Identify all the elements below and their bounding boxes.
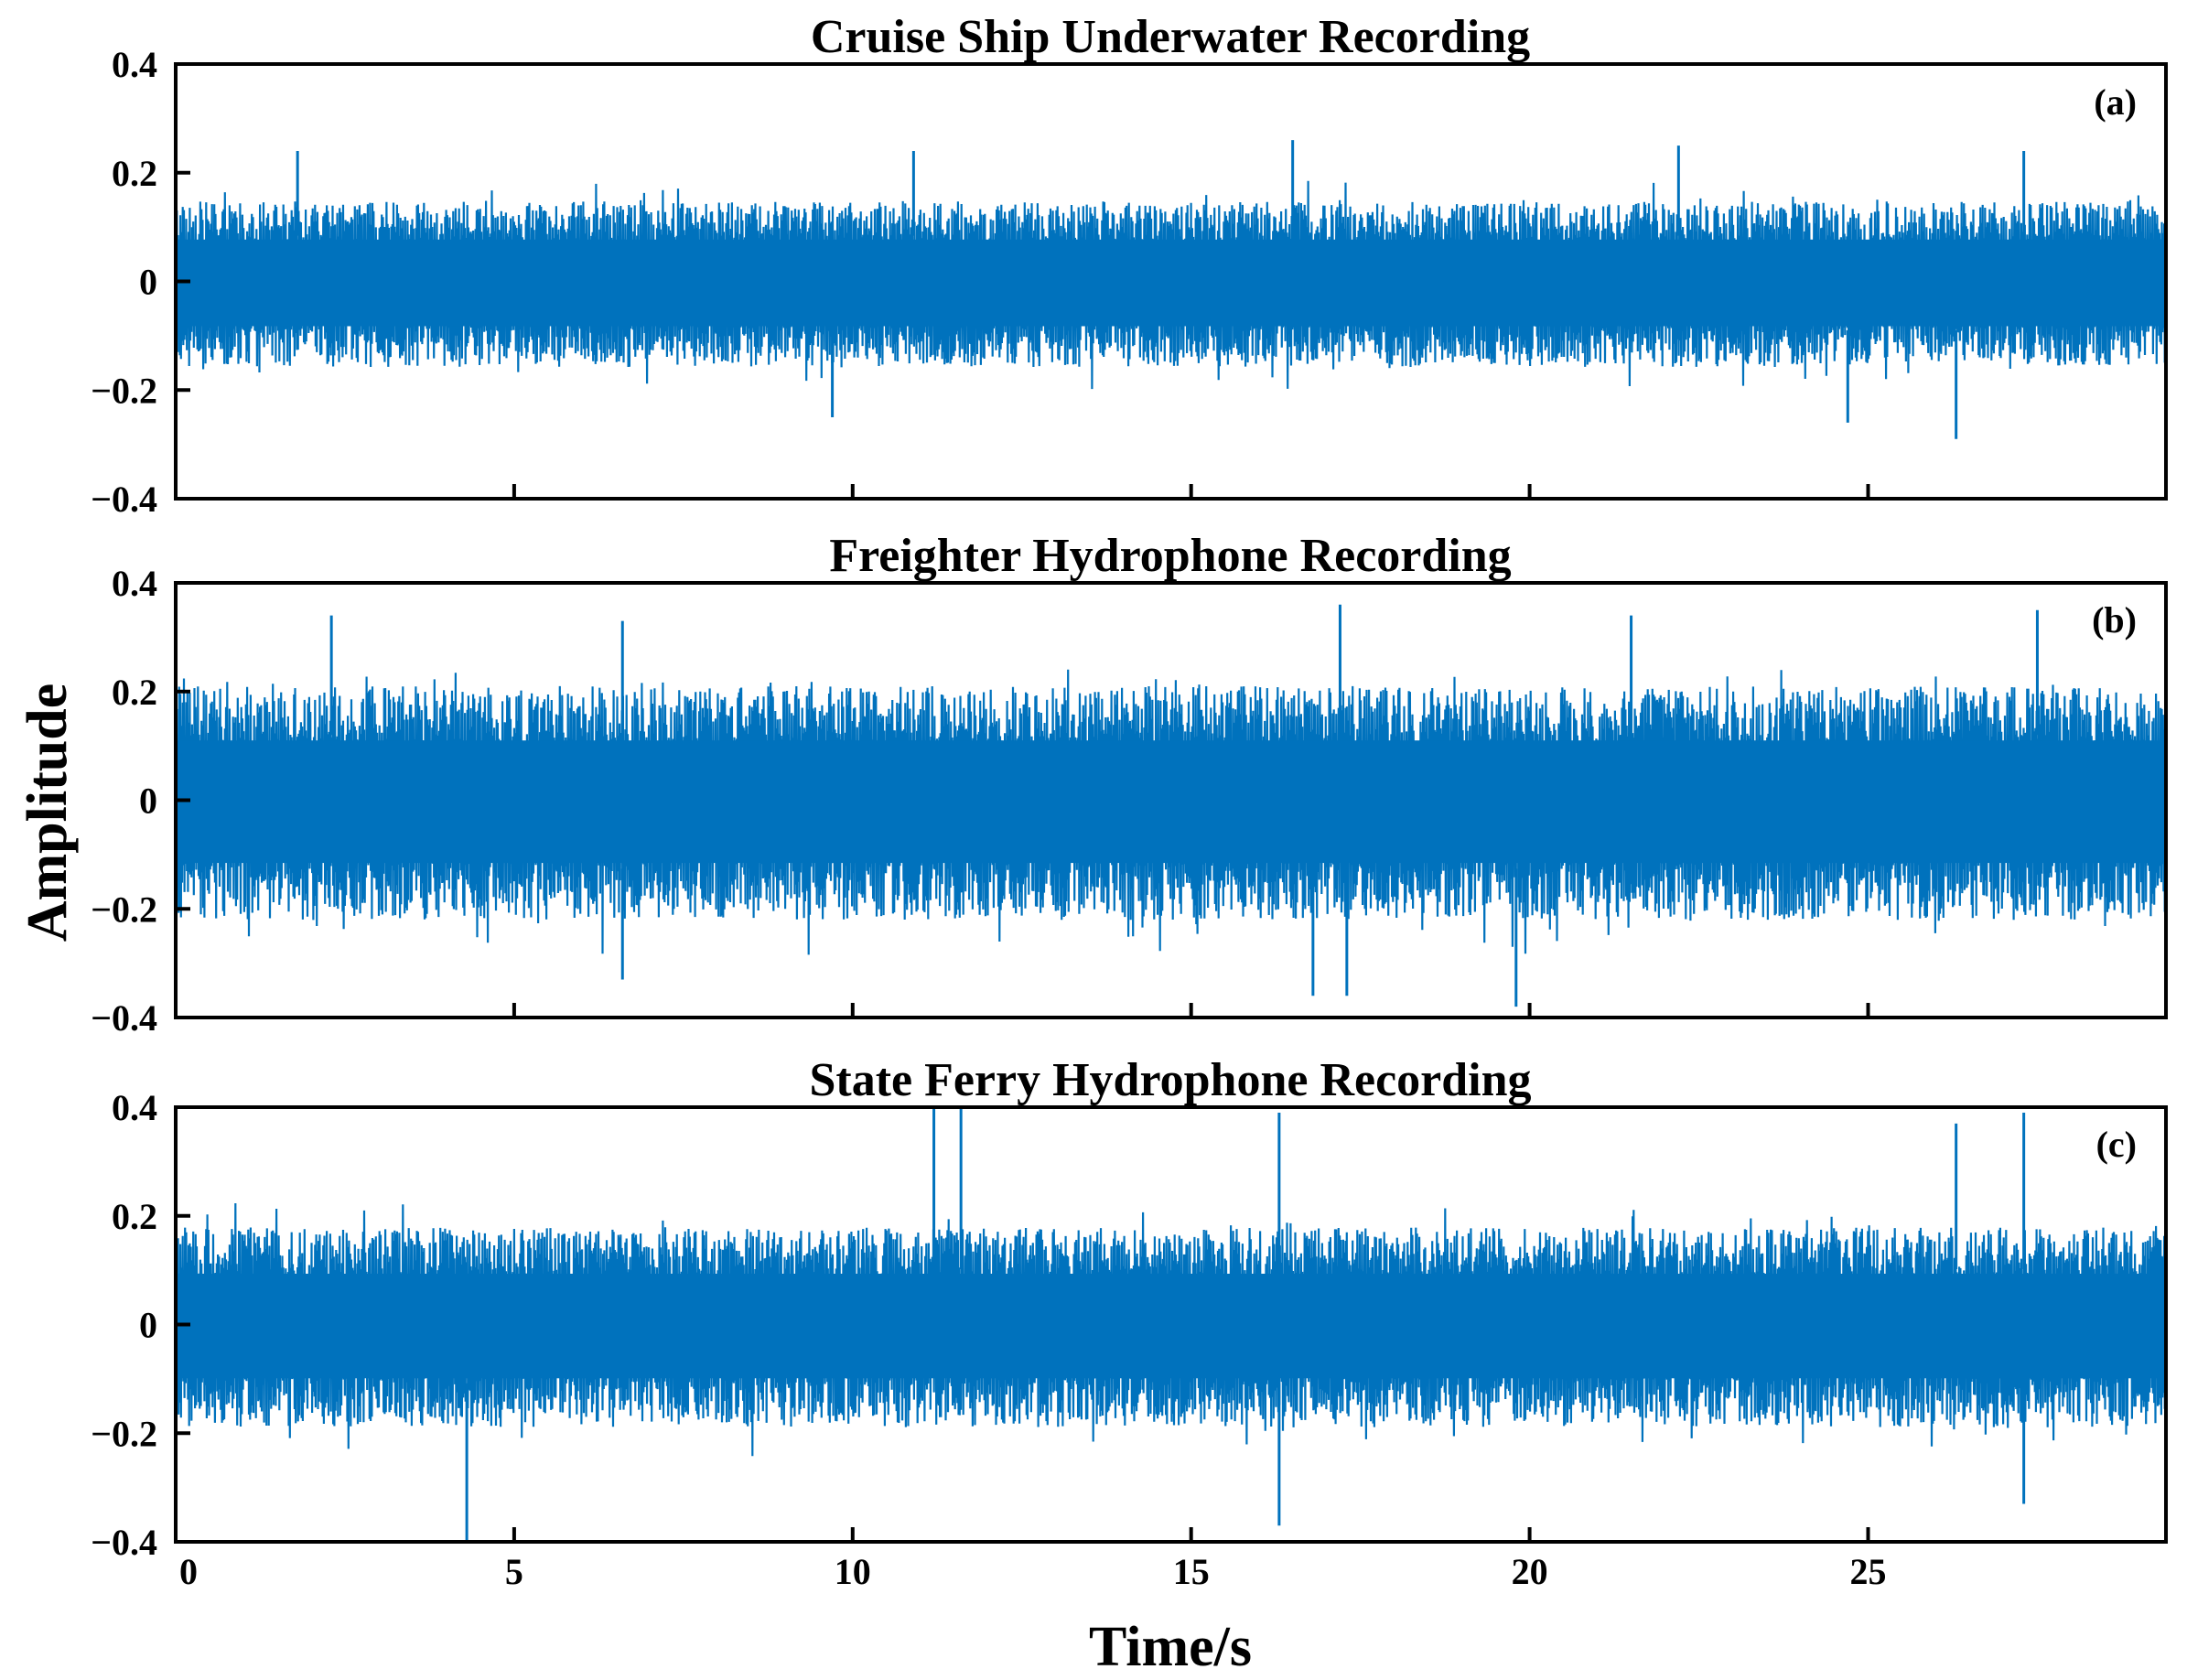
panel-a-ticks <box>174 62 1870 501</box>
panel-a-waveform <box>174 140 2168 439</box>
panel-c-ticks <box>174 1105 1870 1544</box>
panel-c-xtick-label: 20 <box>1512 1551 1548 1592</box>
panel-c-ytick-label: −0.2 <box>91 1413 157 1454</box>
panel-c-xtick-label: 0 <box>179 1551 198 1592</box>
panel-c-ytick-label: −0.4 <box>91 1522 157 1563</box>
panel-c-xtick-labels: 0 5 10 15 20 25 <box>179 1551 1886 1592</box>
panel-a-tag: (a) <box>2094 81 2137 123</box>
panel-a-ytick-label: 0.4 <box>112 44 157 85</box>
panel-c-ytick-labels: −0.4 −0.2 0 0.2 0.4 <box>91 1087 157 1563</box>
panel-a-title: Cruise Ship Underwater Recording <box>811 11 1530 63</box>
panel-c-waveform <box>174 1107 2168 1542</box>
panel-c-ytick-label: 0.4 <box>112 1087 157 1128</box>
panel-a-waveform-core <box>176 239 2166 327</box>
panel-b-ytick-label: −0.2 <box>91 888 157 930</box>
panel-b-waveform <box>174 604 2168 1007</box>
panel-c-tag: (c) <box>2096 1124 2137 1165</box>
panel-b-ticks <box>174 581 1870 1019</box>
panel-c-xtick-label: 15 <box>1173 1551 1210 1592</box>
panel-b: −0.4 −0.2 0 0.2 0.4 Freighter Hydrophone Rec… <box>91 530 2168 1039</box>
panel-a-ytick-label: −0.4 <box>91 479 157 520</box>
panel-b-ytick-labels: −0.4 −0.2 0 0.2 0.4 <box>91 563 157 1039</box>
panel-c-xtick-label: 5 <box>505 1551 523 1592</box>
panel-b-ytick-label: 0.4 <box>112 563 157 604</box>
x-axis-label: Time/s <box>1089 1616 1252 1678</box>
panel-b-ytick-label: −0.4 <box>91 997 157 1039</box>
panel-a-ytick-labels: −0.4 −0.2 0 0.2 0.4 <box>91 44 157 520</box>
panel-c-xtick-label: 10 <box>835 1551 871 1592</box>
panel-c-xtick-label: 25 <box>1849 1551 1886 1592</box>
panel-c-ytick-label: 0.2 <box>112 1196 157 1237</box>
panel-b-ytick-label: 0 <box>139 781 157 822</box>
panel-c-ytick-label: 0 <box>139 1305 157 1346</box>
panel-b-ytick-label: 0.2 <box>112 672 157 713</box>
panel-a-ytick-label: 0.2 <box>112 153 157 194</box>
y-axis-label: Amplitude <box>16 684 79 942</box>
panel-a-ytick-label: −0.2 <box>91 370 157 411</box>
panel-b-tag: (b) <box>2092 599 2137 641</box>
panel-c-title: State Ferry Hydrophone Recording <box>809 1054 1531 1106</box>
panel-a: −0.4 −0.2 0 0.2 0.4 Cruise Ship Underwater R… <box>91 11 2168 520</box>
panel-a-ytick-label: 0 <box>139 262 157 303</box>
panel-b-title: Freighter Hydrophone Recording <box>829 530 1511 582</box>
panel-c: −0.4 −0.2 0 0.2 0.4 0 5 10 15 20 25 State Ferry H… <box>91 1054 2168 1592</box>
panel-c-waveform-core <box>176 1273 2166 1379</box>
panel-b-waveform-core <box>176 740 2166 864</box>
